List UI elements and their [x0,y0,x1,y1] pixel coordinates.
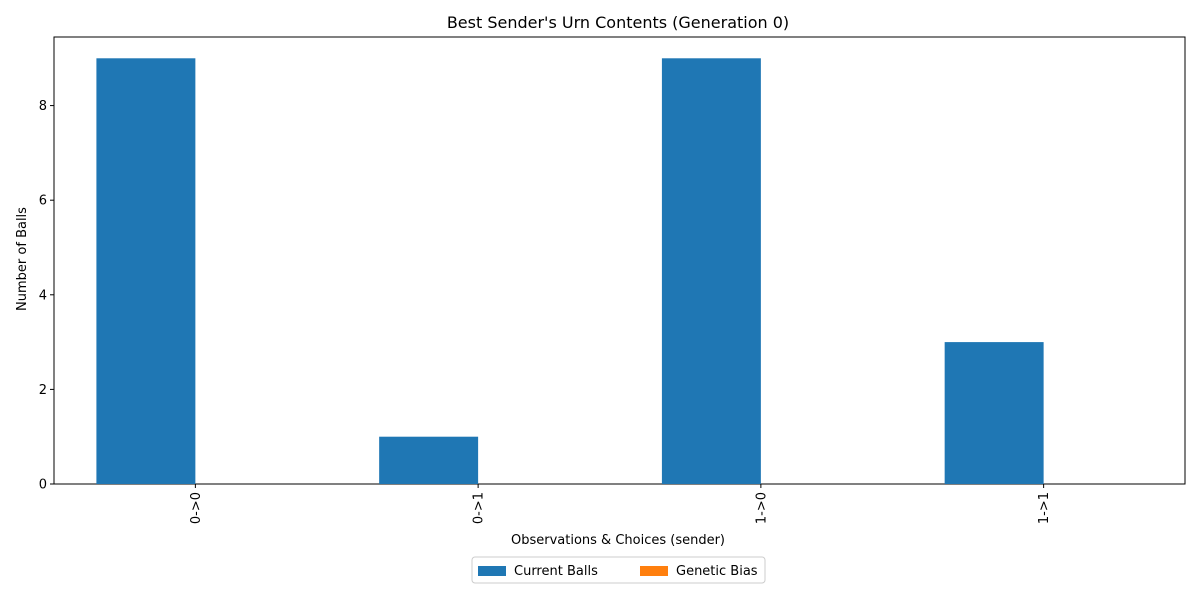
bar-current-balls-3 [944,342,1044,484]
x-tick-label: 0->1 [472,492,487,524]
y-axis-title: Number of Balls [15,207,30,311]
y-tick-label: 8 [39,99,47,114]
x-tick-label: 1->0 [754,492,769,524]
bar-current-balls-0 [96,58,196,484]
bars [96,58,1044,484]
y-tick-label: 6 [39,194,47,209]
bar-current-balls-2 [661,58,761,484]
legend: Current Balls Genetic Bias [471,556,766,584]
legend-label: Genetic Bias [676,564,758,579]
legend-label: Current Balls [514,564,598,579]
y-tick-label: 0 [39,478,47,493]
x-axis-title: Observations & Choices (sender) [511,533,725,548]
x-axis: 0->0 0->1 1->0 1->1 [189,484,1052,524]
x-tick-label: 0->0 [189,492,204,524]
y-axis: 0 2 4 6 8 [39,99,54,493]
legend-swatch [478,566,506,576]
legend-box [471,556,766,584]
chart-title: Best Sender's Urn Contents (Generation 0… [447,13,789,32]
legend-swatch [640,566,668,576]
x-tick-label: 1->1 [1037,492,1052,524]
y-tick-label: 4 [39,288,47,303]
y-tick-label: 2 [39,383,47,398]
bar-current-balls-1 [379,436,479,484]
